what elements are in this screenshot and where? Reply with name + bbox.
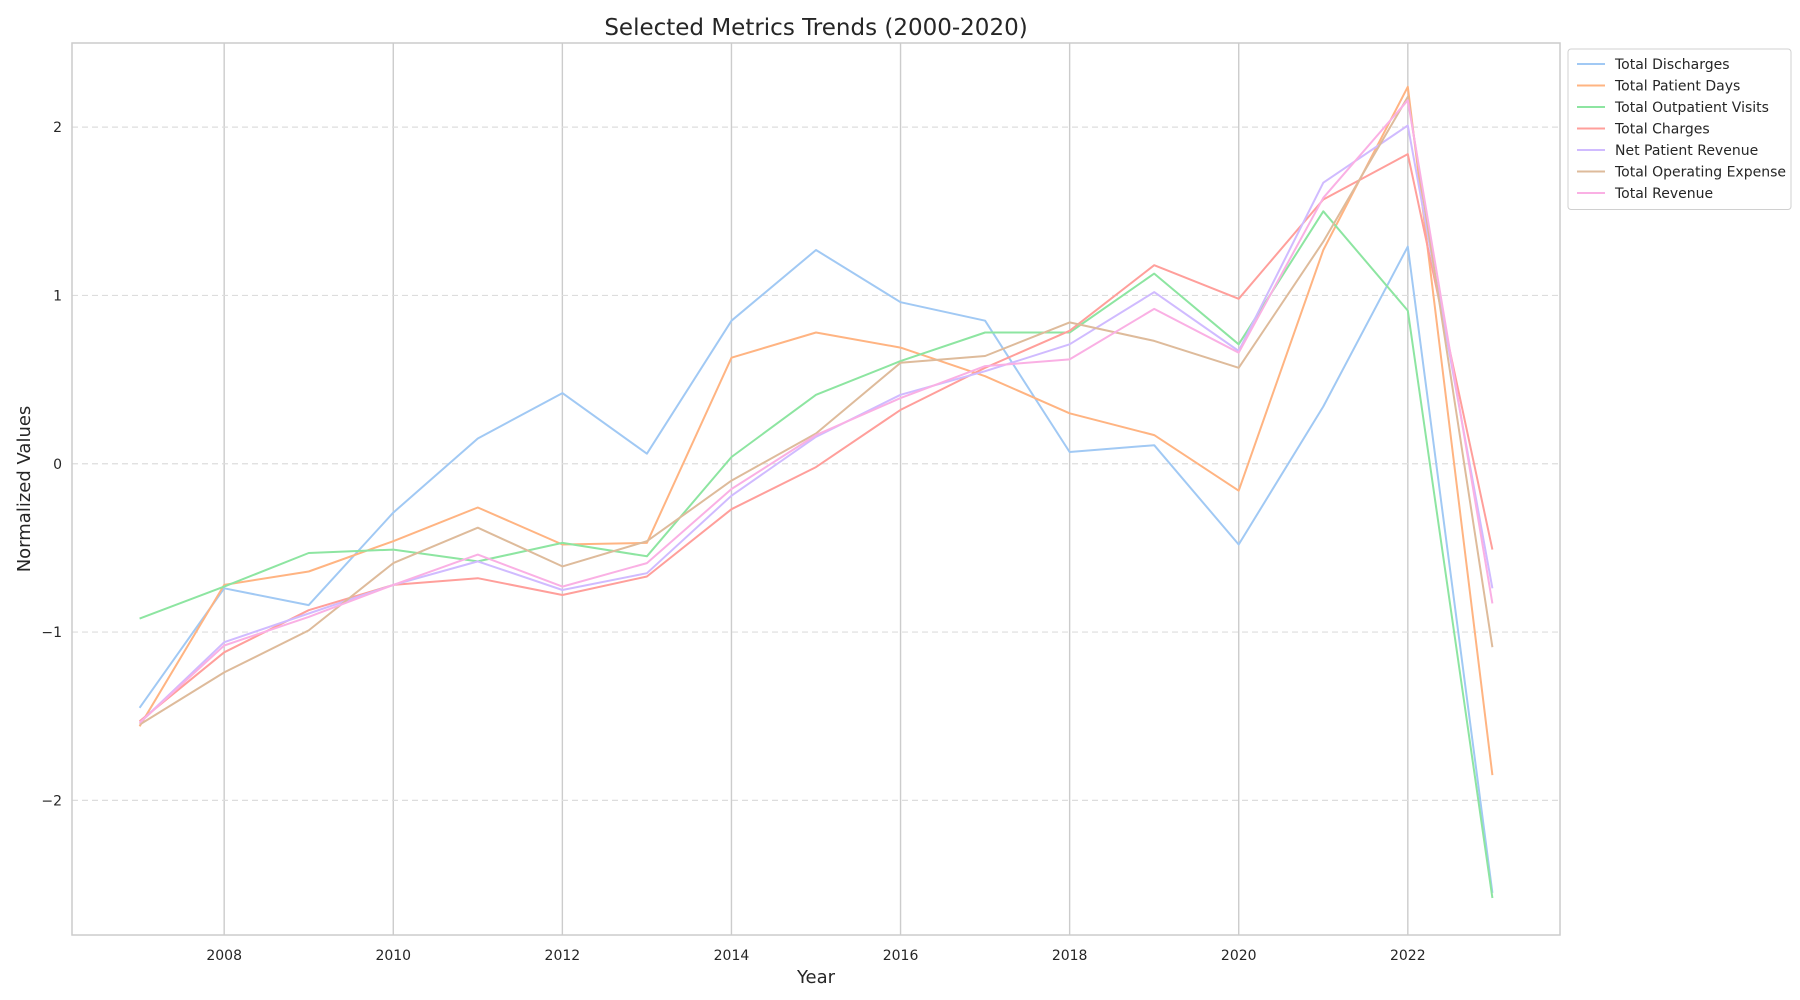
x-tick-label: 2012	[545, 948, 581, 964]
y-tick-label: 2	[53, 120, 62, 136]
y-tick-label: −2	[41, 793, 62, 809]
x-tick-label: 2020	[1221, 948, 1257, 964]
y-axis-label: Normalized Values	[14, 406, 35, 573]
legend-entry: Total Revenue	[1614, 186, 1713, 202]
plot-frame	[71, 42, 1561, 936]
legend-box	[1567, 48, 1792, 210]
x-tick-label: 2016	[883, 948, 919, 964]
legend-entry: Total Patient Days	[1614, 79, 1740, 95]
y-tick-label: 0	[53, 457, 62, 473]
legend: Total Discharges Total Patient Days Total …	[1567, 48, 1792, 210]
x-tick-label: 2014	[714, 948, 750, 964]
legend-entry: Total Discharges	[1614, 57, 1730, 73]
series-line	[138, 124, 1494, 724]
legend-entry: Total Charges	[1614, 122, 1710, 138]
y-tick-label: 1	[53, 288, 62, 304]
x-tick-label: 2018	[1052, 948, 1088, 964]
legend-entry: Total Operating Expense	[1614, 165, 1786, 181]
series-line	[139, 95, 1494, 726]
y-tick-label: −1	[41, 625, 62, 641]
x-tick-label: 2022	[1390, 948, 1426, 964]
x-tick-labels: 2008 2010 2012 2014 2016 2018 2020 2022	[206, 948, 1425, 964]
series-line	[138, 99, 1494, 724]
chart-title: Selected Metrics Trends (2000-2020)	[604, 15, 1027, 41]
series-lines	[138, 85, 1494, 899]
x-axis-label: Year	[796, 967, 836, 988]
y-tick-labels: −2 −1 0 1 2	[41, 120, 62, 809]
legend-entry: Net Patient Revenue	[1615, 143, 1758, 159]
legend-entry: Total Outpatient Visits	[1614, 100, 1769, 116]
series-line	[138, 245, 1494, 894]
x-tick-label: 2010	[375, 948, 411, 964]
grid	[72, 43, 1560, 935]
x-tick-label: 2008	[206, 948, 242, 964]
series-line	[138, 153, 1494, 723]
